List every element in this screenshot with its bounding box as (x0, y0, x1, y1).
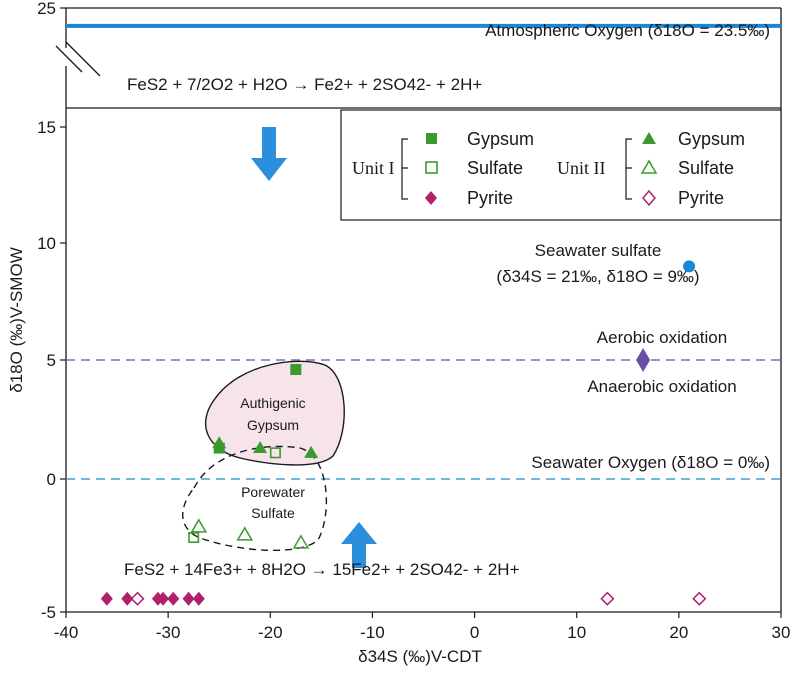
x-tick-label: -30 (156, 623, 181, 642)
y-tick-label: -5 (41, 603, 56, 622)
y-tick-label: 10 (37, 234, 56, 253)
legend-unit2-gypsum: Gypsum (678, 129, 745, 149)
legend-triangle-filled (642, 132, 656, 144)
legend-unit1-label: Unit I (352, 158, 395, 178)
legend-unit2-label: Unit II (557, 158, 606, 178)
atmospheric-oxygen-label: Atmospheric Oxygen (δ18O = 23.5‰) (485, 21, 770, 40)
unit-ii-gypsum-point (304, 445, 319, 458)
x-tick-label: -10 (360, 623, 385, 642)
unit-i-pyrite-point (192, 591, 205, 606)
aerobic-oxidation-label: Aerobic oxidation (597, 328, 727, 347)
x-tick-label: 30 (772, 623, 791, 642)
oxidation-marker-icon (636, 348, 651, 372)
unit-i-sulfate-point (188, 532, 200, 544)
x-axis-label: δ34S (‰)V-CDT (358, 647, 482, 666)
legend-diamond-filled (425, 191, 437, 205)
x-tick-label: -40 (54, 623, 79, 642)
seawater-oxygen-label: Seawater Oxygen (δ18O = 0‰) (531, 453, 770, 472)
unit-ii-sulfate-point (292, 534, 310, 549)
seawater-sulfate-values: (δ34S = 21‰, δ18O = 9‰) (496, 267, 699, 286)
legend-unit1-sulfate: Sulfate (467, 158, 523, 178)
unit-i-gypsum-point (290, 364, 302, 376)
anaerobic-oxidation-label: Anaerobic oxidation (587, 377, 736, 396)
x-tick-label: 0 (470, 623, 479, 642)
legend-unit2-pyrite: Pyrite (678, 188, 724, 208)
down-arrow-icon (251, 127, 287, 181)
legend-square-open (425, 161, 438, 174)
plot-frame (65, 7, 782, 613)
y-tick-label: 25 (37, 0, 56, 18)
unit-ii-sulfate-point (236, 526, 254, 541)
data-points (100, 260, 707, 606)
unit-i-pyrite-point (157, 591, 170, 606)
unit-ii-pyrite-point (130, 591, 145, 606)
axis-break-icon (55, 41, 101, 77)
unit-ii-sulfate-point (190, 518, 208, 533)
unit-ii-pyrite-point (692, 591, 707, 606)
seawater-sulfate-label: Seawater sulfate (535, 241, 662, 260)
unit-ii-gypsum-point (253, 441, 268, 454)
up-arrow-icon (341, 522, 377, 568)
bottom-reaction: FeS2 + 14Fe3+ + 8H2O → 15Fe2+ + 2SO42- +… (124, 560, 520, 579)
y-axis-label: δ18O (‰)V-SMOW (7, 247, 26, 392)
legend: Unit I Gypsum Sulfate Pyrite Unit II Gyp… (340, 109, 782, 221)
axis-ticks: -40 -30 -20 -10 0 10 20 30 -5 0 5 10 15 25 (37, 0, 790, 642)
legend-square-filled (426, 133, 437, 144)
legend-unit1-gypsum: Gypsum (467, 129, 534, 149)
region-label-authigenic: Authigenic (240, 395, 305, 411)
y-tick-label: 5 (47, 351, 56, 370)
top-reaction: FeS2 + 7/2O2 + H2O → Fe2+ + 2SO42- + 2H+ (127, 75, 482, 94)
y-tick-label: 15 (37, 118, 56, 137)
unit-ii-gypsum-point (212, 436, 227, 449)
legend-unit2-sulfate: Sulfate (678, 158, 734, 178)
unit-i-sulfate-point (269, 447, 281, 459)
unit-i-pyrite-point (121, 591, 134, 606)
unit-i-pyrite-point (100, 591, 113, 606)
y-tick-label: 0 (47, 470, 56, 489)
region-label-sulfate: Sulfate (251, 505, 295, 521)
seawater-sulfate-point (683, 260, 696, 273)
x-tick-label: 10 (567, 623, 586, 642)
legend-unit1-pyrite: Pyrite (467, 188, 513, 208)
region-label-gypsum: Gypsum (247, 417, 299, 433)
unit-i-pyrite-point (182, 591, 195, 606)
unit-i-pyrite-point (167, 591, 180, 606)
legend-diamond-open (642, 189, 656, 207)
unit-ii-pyrite-point (600, 591, 615, 606)
legend-triangle-open (640, 159, 658, 174)
x-tick-label: 20 (669, 623, 688, 642)
region-label-porewater: Porewater (241, 484, 305, 500)
authigenic-gypsum-region (204, 360, 345, 466)
x-tick-label: -20 (258, 623, 283, 642)
